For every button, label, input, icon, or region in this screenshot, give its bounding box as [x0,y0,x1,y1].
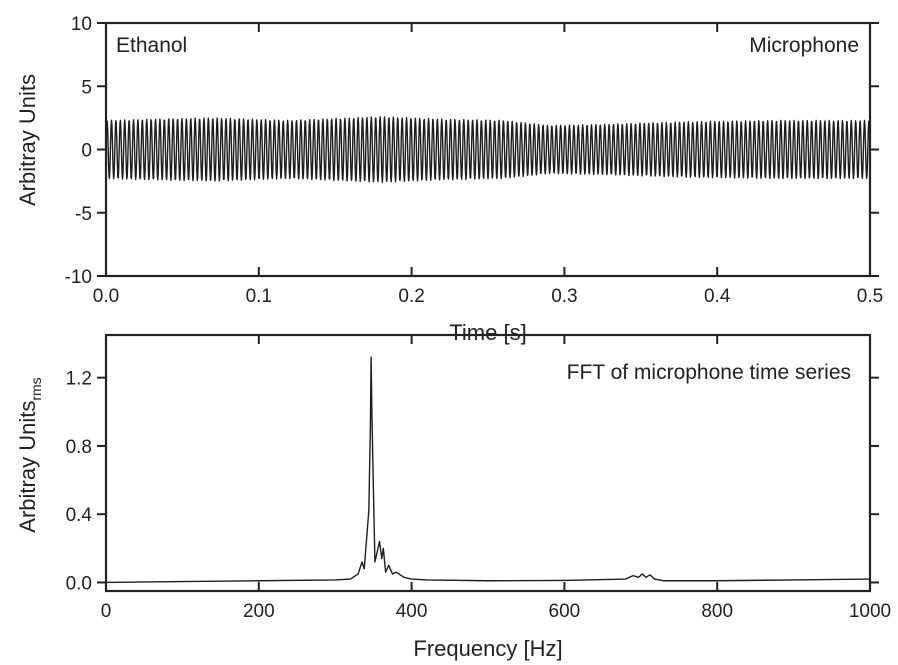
time-series-y-axis-label: Arbitray Units [15,74,40,206]
ethanol-annotation: Ethanol [116,34,187,57]
fft-ticks [97,335,879,591]
time-series-x-tick-label: 0.3 [551,286,577,307]
fft-y-axis-label: Arbitray Unitsrms [15,377,44,532]
fft-x-tick-label: 600 [549,601,581,622]
fft-x-axis-label: Frequency [Hz] [413,636,562,661]
fft-y-tick-label: 1.2 [66,369,92,390]
fft-y-tick-label: 0.8 [66,437,92,458]
fft-y-axis-label-subscript: rms [28,377,44,400]
time-series-y-tick-labels: -10 -5 0 5 10 [65,14,92,288]
fft-x-tick-label: 0 [101,601,112,622]
time-series-y-tick-label: -5 [75,204,92,225]
fft-panel: 0 200 400 600 800 1000 0.0 0.4 0.8 1.2 FFT of mi… [15,333,891,661]
fft-x-tick-label: 200 [243,601,275,622]
fft-y-tick-label: 0.4 [66,505,93,526]
microphone-annotation: Microphone [749,34,859,57]
fft-x-tick-labels: 0 200 400 600 800 1000 [101,601,891,622]
time-series-y-tick-label: 10 [71,14,92,35]
time-series-panel: 0.0 0.1 0.2 0.3 0.4 0.5 -10 -5 0 5 10 Ethanol Mic… [15,14,883,345]
fft-y-axis-label-main: Arbitray Units [15,401,40,533]
time-series-x-axis-label: Time [s] [449,320,526,345]
time-series-y-tick-label: 5 [81,77,92,98]
fft-title-annotation: FFT of microphone time series [567,361,851,384]
fft-x-tick-label: 800 [701,601,733,622]
time-series-x-tick-label: 0.4 [704,286,731,307]
fft-y-tick-labels: 0.0 0.4 0.8 1.2 [66,369,93,595]
microphone-signal-line [105,116,871,184]
fft-y-tick-label: 0.0 [66,573,92,594]
time-series-x-tick-label: 0.5 [857,286,883,307]
time-series-x-tick-labels: 0.0 0.1 0.2 0.3 0.4 0.5 [93,286,883,307]
time-series-y-tick-label: 0 [81,141,92,162]
time-series-ticks [97,22,879,277]
time-series-x-tick-label: 0.1 [246,286,272,307]
fft-x-tick-label: 1000 [849,601,891,622]
time-series-y-tick-label: -10 [65,267,92,288]
fft-frame [104,333,872,593]
time-series-x-tick-label: 0.2 [398,286,424,307]
time-series-x-tick-label: 0.0 [93,286,119,307]
fft-spectrum-line [105,356,871,584]
fft-x-tick-label: 400 [396,601,428,622]
